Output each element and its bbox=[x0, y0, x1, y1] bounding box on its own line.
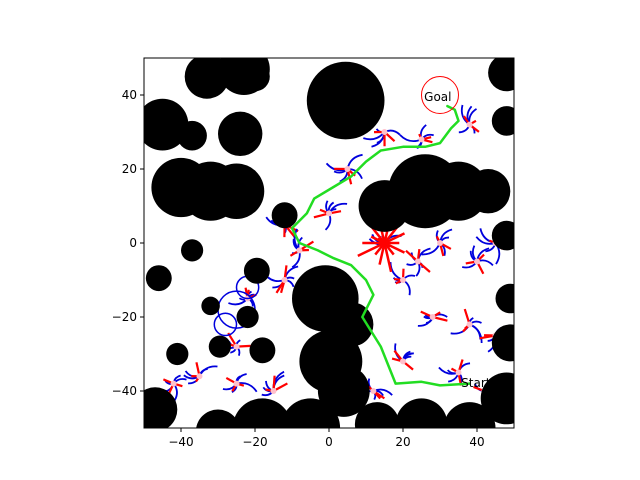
y-tick-label: 20 bbox=[122, 162, 137, 176]
force-arrow bbox=[383, 242, 393, 273]
obstacle bbox=[249, 337, 276, 364]
obstacle bbox=[196, 409, 240, 428]
obstacle bbox=[271, 202, 298, 229]
tree-node bbox=[400, 358, 406, 365]
tree-node bbox=[455, 369, 462, 376]
obstacle bbox=[243, 257, 270, 284]
tree-node bbox=[429, 314, 436, 320]
obstacle bbox=[181, 239, 204, 262]
tree-node bbox=[281, 277, 288, 283]
obstacle bbox=[145, 265, 172, 292]
tree-node bbox=[370, 388, 377, 394]
y-tick-label: −40 bbox=[112, 384, 137, 398]
obstacle bbox=[208, 335, 231, 358]
tree-node bbox=[437, 240, 443, 246]
obstacle bbox=[144, 98, 189, 151]
tree-node bbox=[326, 210, 332, 217]
obstacle bbox=[488, 58, 514, 92]
tree-node bbox=[474, 258, 480, 265]
x-tick-label: 0 bbox=[325, 435, 333, 449]
force-arrow bbox=[378, 242, 386, 265]
obstacle bbox=[208, 163, 265, 219]
force-arrow bbox=[357, 241, 386, 257]
tree-node bbox=[414, 258, 421, 265]
obstacle bbox=[354, 402, 400, 428]
x-tick-label: 20 bbox=[395, 435, 410, 449]
y-tick-label: 40 bbox=[122, 88, 137, 102]
y-tick-label: −20 bbox=[112, 310, 137, 324]
obstacle bbox=[317, 365, 370, 417]
x-tick-label: −20 bbox=[242, 435, 267, 449]
obstacle bbox=[465, 169, 511, 214]
obstacle bbox=[232, 398, 292, 428]
plot-area bbox=[144, 58, 514, 428]
goal-marker bbox=[421, 76, 459, 114]
tree-node bbox=[170, 380, 177, 387]
tree-node bbox=[466, 121, 473, 128]
goal-label: Goal bbox=[424, 90, 451, 104]
obstacle bbox=[395, 398, 448, 428]
tree-node bbox=[344, 166, 351, 172]
obstacle bbox=[491, 324, 514, 362]
path-line bbox=[290, 104, 471, 387]
tree-node bbox=[418, 136, 425, 143]
tree-node bbox=[296, 247, 303, 254]
obstacle bbox=[329, 302, 374, 347]
tree-node bbox=[196, 373, 203, 380]
solution-path bbox=[290, 104, 471, 387]
obstacle bbox=[240, 61, 270, 92]
tree-node bbox=[233, 343, 240, 350]
obstacle bbox=[201, 296, 220, 316]
tree-node bbox=[400, 277, 406, 283]
tree-node bbox=[466, 321, 473, 328]
obstacles bbox=[144, 58, 514, 428]
force-arrow bbox=[383, 232, 406, 245]
start-label: Start bbox=[461, 376, 491, 390]
obstacle bbox=[491, 106, 514, 136]
x-tick-label: 40 bbox=[469, 435, 484, 449]
force-arrow bbox=[383, 241, 406, 254]
obstacle bbox=[166, 342, 189, 366]
obstacle bbox=[306, 61, 385, 140]
obstacle bbox=[177, 120, 207, 151]
x-tick-label: −40 bbox=[168, 435, 193, 449]
tree-node bbox=[270, 388, 277, 394]
obstacle bbox=[495, 283, 514, 314]
obstacle bbox=[236, 305, 259, 329]
y-tick-label: 0 bbox=[129, 236, 137, 250]
obstacle bbox=[491, 220, 514, 251]
tree-branch bbox=[213, 312, 238, 337]
obstacle bbox=[218, 111, 263, 157]
tree-node bbox=[233, 380, 240, 387]
obstacle bbox=[443, 402, 496, 428]
obstacle bbox=[144, 387, 178, 428]
obstacle bbox=[184, 58, 230, 99]
axis-ticks: −40 −20 0 20 40 −40 −20 0 20 40 bbox=[112, 88, 485, 449]
tree-node bbox=[381, 129, 388, 135]
